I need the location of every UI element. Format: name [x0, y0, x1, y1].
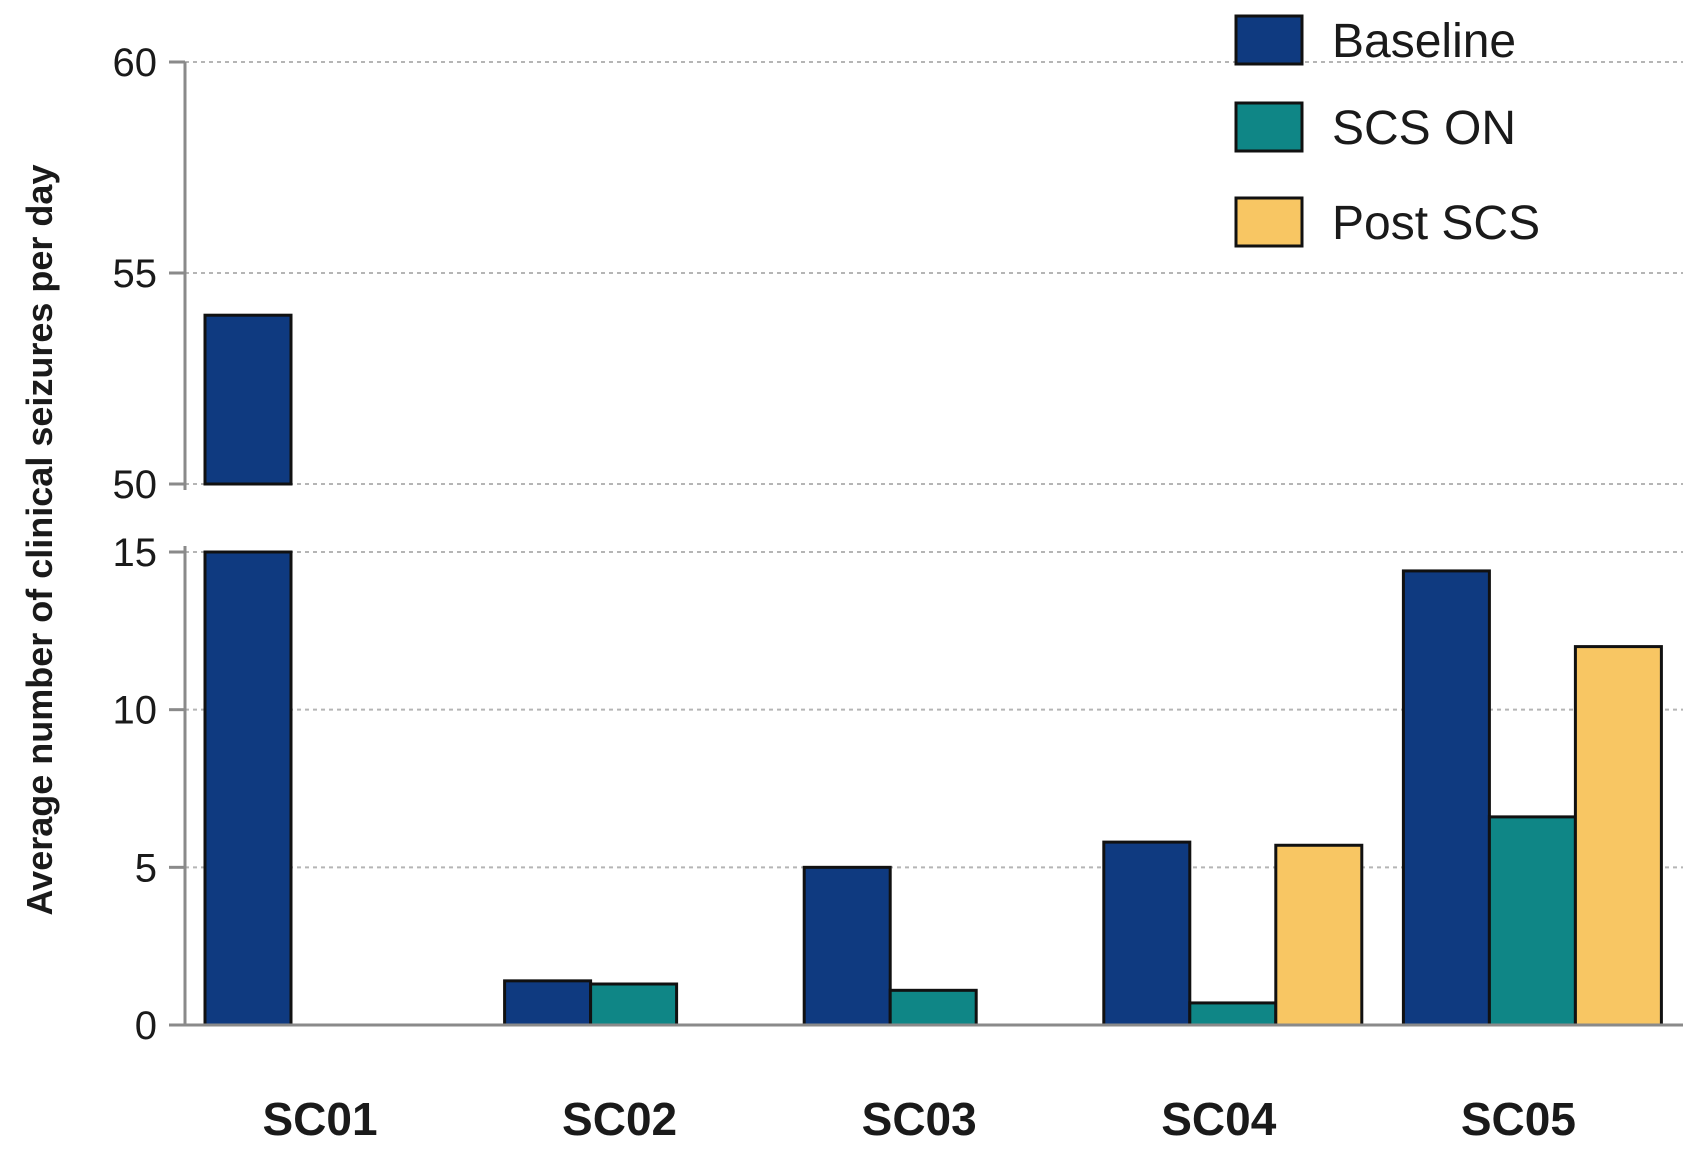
- x-category-label: SC05: [1461, 1093, 1576, 1145]
- x-category-labels: SC01 SC02 SC03 SC04 SC05: [262, 1093, 1575, 1145]
- legend-swatch: [1236, 198, 1302, 246]
- y-tick-labels: 0 5 10 15 50 55 60: [113, 41, 186, 1048]
- y-tick-label: 15: [113, 531, 158, 575]
- x-category-label: SC02: [562, 1093, 677, 1145]
- legend-swatch: [1236, 103, 1302, 151]
- y-tick-label: 0: [135, 1004, 157, 1048]
- bar-SC05-post-scs: [1575, 647, 1661, 1025]
- y-tick-label: 60: [113, 41, 158, 85]
- bar-SC05-scs-on: [1489, 817, 1575, 1025]
- axis-break: [181, 490, 191, 546]
- bar-SC01-baseline-lower: [205, 552, 291, 1025]
- bar-SC03-baseline: [804, 867, 890, 1025]
- legend-label: Baseline: [1332, 15, 1516, 68]
- x-category-label: SC03: [862, 1093, 977, 1145]
- legend-label: Post SCS: [1332, 197, 1540, 250]
- legend-swatch: [1236, 16, 1302, 64]
- bar-SC04-scs-on: [1190, 1003, 1276, 1025]
- bar-SC04-post-scs: [1276, 845, 1362, 1025]
- x-category-label: SC01: [262, 1093, 377, 1145]
- bar-SC01-baseline-upper: [205, 315, 291, 484]
- legend: Baseline SCS ON Post SCS: [1236, 15, 1540, 250]
- y-tick-label: 50: [113, 463, 158, 507]
- bar-SC03-scs-on: [890, 990, 976, 1025]
- bars: [205, 315, 1661, 1025]
- y-tick-label: 5: [135, 846, 157, 890]
- bar-SC04-baseline: [1104, 842, 1190, 1025]
- x-category-label: SC04: [1161, 1093, 1276, 1145]
- bar-SC02-scs-on: [591, 984, 677, 1025]
- bar-SC02-baseline: [505, 981, 591, 1025]
- y-axis-title: Average number of clinical seizures per …: [19, 165, 60, 916]
- y-tick-label: 55: [113, 252, 158, 296]
- bar-SC05-baseline: [1403, 571, 1489, 1025]
- legend-label: SCS ON: [1332, 102, 1516, 155]
- y-tick-label: 10: [113, 689, 158, 733]
